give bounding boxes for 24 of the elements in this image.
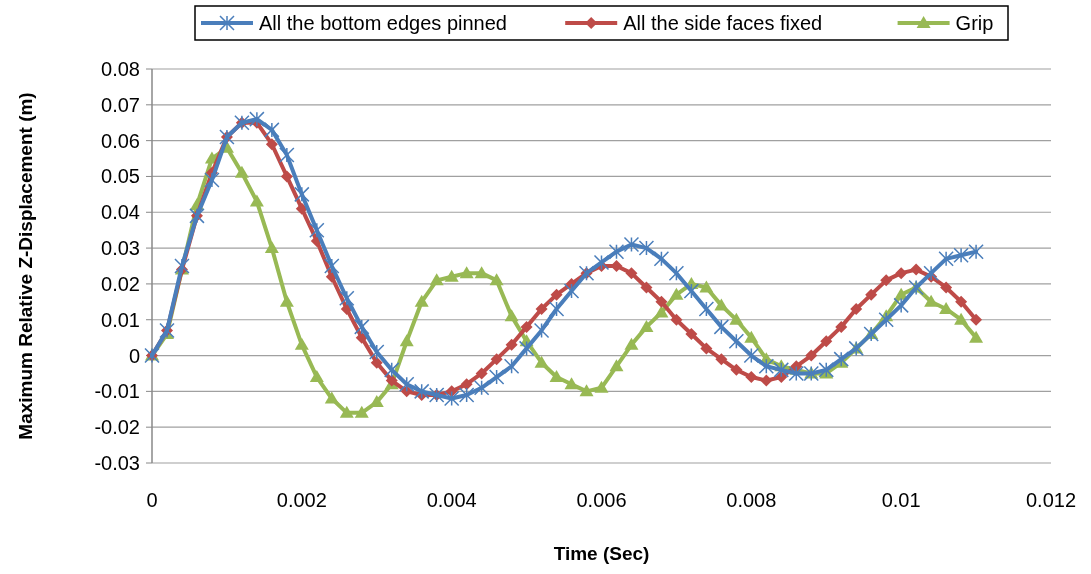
x-tick-label: 0.004	[426, 489, 477, 511]
y-tick-label: 0.08	[101, 58, 140, 80]
y-tick-label: -0.03	[94, 452, 140, 474]
y-tick-label: 0.05	[101, 165, 140, 188]
x-tick-label: 0.012	[1025, 489, 1077, 511]
legend-label: Grip	[955, 12, 994, 34]
y-tick-label: 0.01	[101, 308, 140, 331]
y-tick-label: 0.03	[101, 237, 140, 260]
y-tick-label: 0.06	[101, 129, 140, 152]
legend-label: All the side faces fixed	[623, 12, 823, 34]
x-tick-label: 0.002	[276, 489, 327, 511]
y-axis-title: Maximum Relative Z-Displacement (m)	[15, 92, 36, 440]
y-tick-label: -0.01	[94, 380, 140, 403]
y-tick-label: 0	[128, 344, 140, 367]
y-tick-label: 0.07	[101, 93, 140, 116]
y-tick-label: 0.02	[101, 272, 140, 295]
y-tick-label: -0.02	[94, 416, 140, 439]
y-tick-label: 0.04	[101, 201, 140, 224]
x-tick-label: 0	[146, 489, 158, 511]
x-tick-label: 0.008	[726, 489, 777, 511]
x-tick-label: 0.006	[576, 489, 627, 511]
legend-label: All the bottom edges pinned	[259, 12, 507, 34]
x-axis-title: Time (Sec)	[553, 543, 650, 564]
x-tick-label: 0.01	[881, 489, 921, 511]
